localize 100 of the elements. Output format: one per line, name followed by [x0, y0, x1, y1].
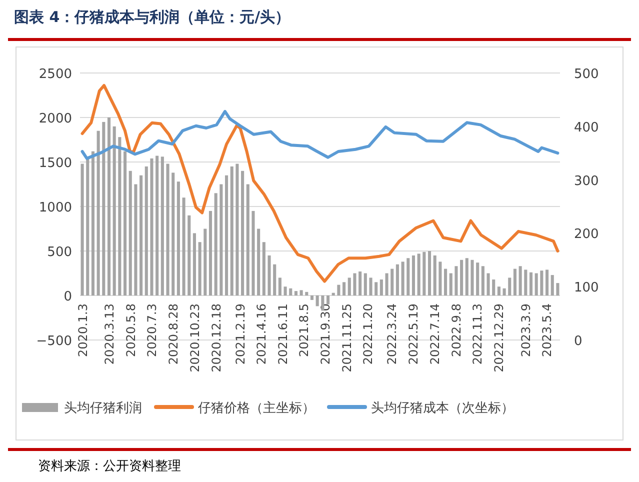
- x-tick-label: 2023.3.9: [518, 304, 533, 357]
- bar: [273, 264, 276, 296]
- chart-title: 图表 4：仔猪成本与利润（单位：元/头）: [14, 8, 290, 26]
- x-tick-label: 2021.6.11: [276, 304, 290, 365]
- bar: [529, 272, 533, 296]
- x-tick-label: 2022.12.29: [492, 304, 506, 372]
- text: 资料来源：公开资料整理: [38, 459, 181, 474]
- x-tick-label: 2020.7.3: [145, 304, 160, 357]
- bar: [502, 288, 506, 296]
- bar: [433, 255, 436, 296]
- line-series: [80, 110, 560, 160]
- bar: [492, 279, 496, 296]
- bar: [128, 170, 132, 296]
- x-tick-label: 2020.10.23: [188, 304, 202, 372]
- bar: [257, 228, 260, 296]
- x-tick-label: 2022.5.19: [406, 304, 421, 365]
- bar: [481, 266, 484, 296]
- bar: [91, 151, 94, 296]
- x-tick-label: 2021.9.30: [318, 304, 332, 365]
- bar: [396, 264, 399, 296]
- legend-label: 仔猪价格（主坐标）: [198, 400, 315, 416]
- y-tick-label: 1000: [38, 200, 72, 216]
- bar: [497, 286, 500, 296]
- bar: [364, 273, 367, 296]
- bar: [144, 166, 148, 296]
- bar: [332, 292, 335, 296]
- bar: [300, 290, 303, 296]
- bar: [524, 270, 528, 296]
- bar: [224, 175, 228, 296]
- bar: [412, 255, 416, 296]
- bar: [534, 273, 538, 296]
- bar: [513, 268, 516, 296]
- bar: [96, 130, 100, 296]
- bar: [107, 118, 111, 296]
- bar: [204, 228, 207, 296]
- bar: [401, 262, 404, 296]
- bar: [150, 158, 154, 296]
- bar: [556, 283, 560, 296]
- bar: [444, 268, 448, 296]
- bar: [214, 193, 218, 296]
- y2-tick-label: 400: [574, 120, 599, 136]
- x-tick-label: 2021.4.16: [254, 304, 269, 365]
- x-tick-label: 2020.3.13: [102, 304, 116, 365]
- bar: [134, 184, 138, 296]
- x-tick-label: 2022.1.20: [361, 304, 376, 365]
- bar: [348, 278, 351, 296]
- bar: [550, 275, 554, 296]
- bar: [102, 122, 106, 296]
- x-tick-label: 2020.12.18: [209, 304, 224, 372]
- y-tick-label: 0: [64, 290, 72, 304]
- bar: [454, 266, 458, 296]
- x-tick-label: 2021.2.19: [233, 304, 248, 365]
- bar: [518, 266, 522, 296]
- bar: [86, 158, 90, 296]
- bar: [380, 279, 383, 296]
- bar: [294, 291, 298, 296]
- bar: [166, 164, 170, 296]
- x-tick-label: 2020.5.8: [124, 304, 138, 357]
- bar: [236, 164, 239, 296]
- bar: [80, 164, 84, 296]
- bar: [465, 258, 468, 296]
- y2-tick-label: 500: [574, 67, 599, 82]
- bar: [326, 296, 330, 304]
- bar: [262, 242, 266, 296]
- legend-label: 头均仔猪成本（次坐标）: [371, 401, 514, 416]
- line-series: [80, 84, 560, 283]
- bar: [305, 292, 308, 296]
- bar: [374, 282, 378, 296]
- bar: [208, 210, 212, 296]
- bar: [220, 184, 223, 296]
- y-tick-label: 1500: [38, 156, 72, 171]
- bar: [124, 151, 127, 296]
- bar: [140, 175, 143, 296]
- x-tick-label: 2020.8.28: [166, 304, 181, 365]
- x-tick-label: 2021.8.5: [297, 304, 312, 357]
- bar: [241, 170, 244, 296]
- x-tick-label: 2021.11.25: [340, 304, 354, 372]
- bar: [417, 254, 420, 296]
- bar: [369, 278, 372, 296]
- bar: [289, 288, 292, 296]
- bar: [230, 166, 234, 296]
- bar: [156, 156, 159, 296]
- bar: [172, 172, 175, 296]
- bar: [546, 270, 549, 296]
- x-tick-label: 2022.9.8: [449, 304, 464, 357]
- y2-tick-label: 100: [574, 280, 599, 296]
- bar: [192, 233, 196, 296]
- bar: [470, 260, 474, 296]
- bar: [422, 252, 426, 296]
- bar: [112, 126, 116, 296]
- x-tick-label: 2022.7.14: [428, 304, 442, 365]
- bar: [486, 273, 490, 296]
- bar: [310, 296, 314, 300]
- x-tick-label: 2022.3.24: [385, 304, 400, 365]
- x-tick-label: 2022.11.3: [470, 304, 485, 365]
- bar: [337, 284, 340, 296]
- bar: [460, 260, 464, 296]
- y-tick-label: 2000: [38, 112, 72, 126]
- y2-tick-label: 0: [574, 334, 582, 349]
- x-tick-label: 2023.5.4: [540, 304, 554, 357]
